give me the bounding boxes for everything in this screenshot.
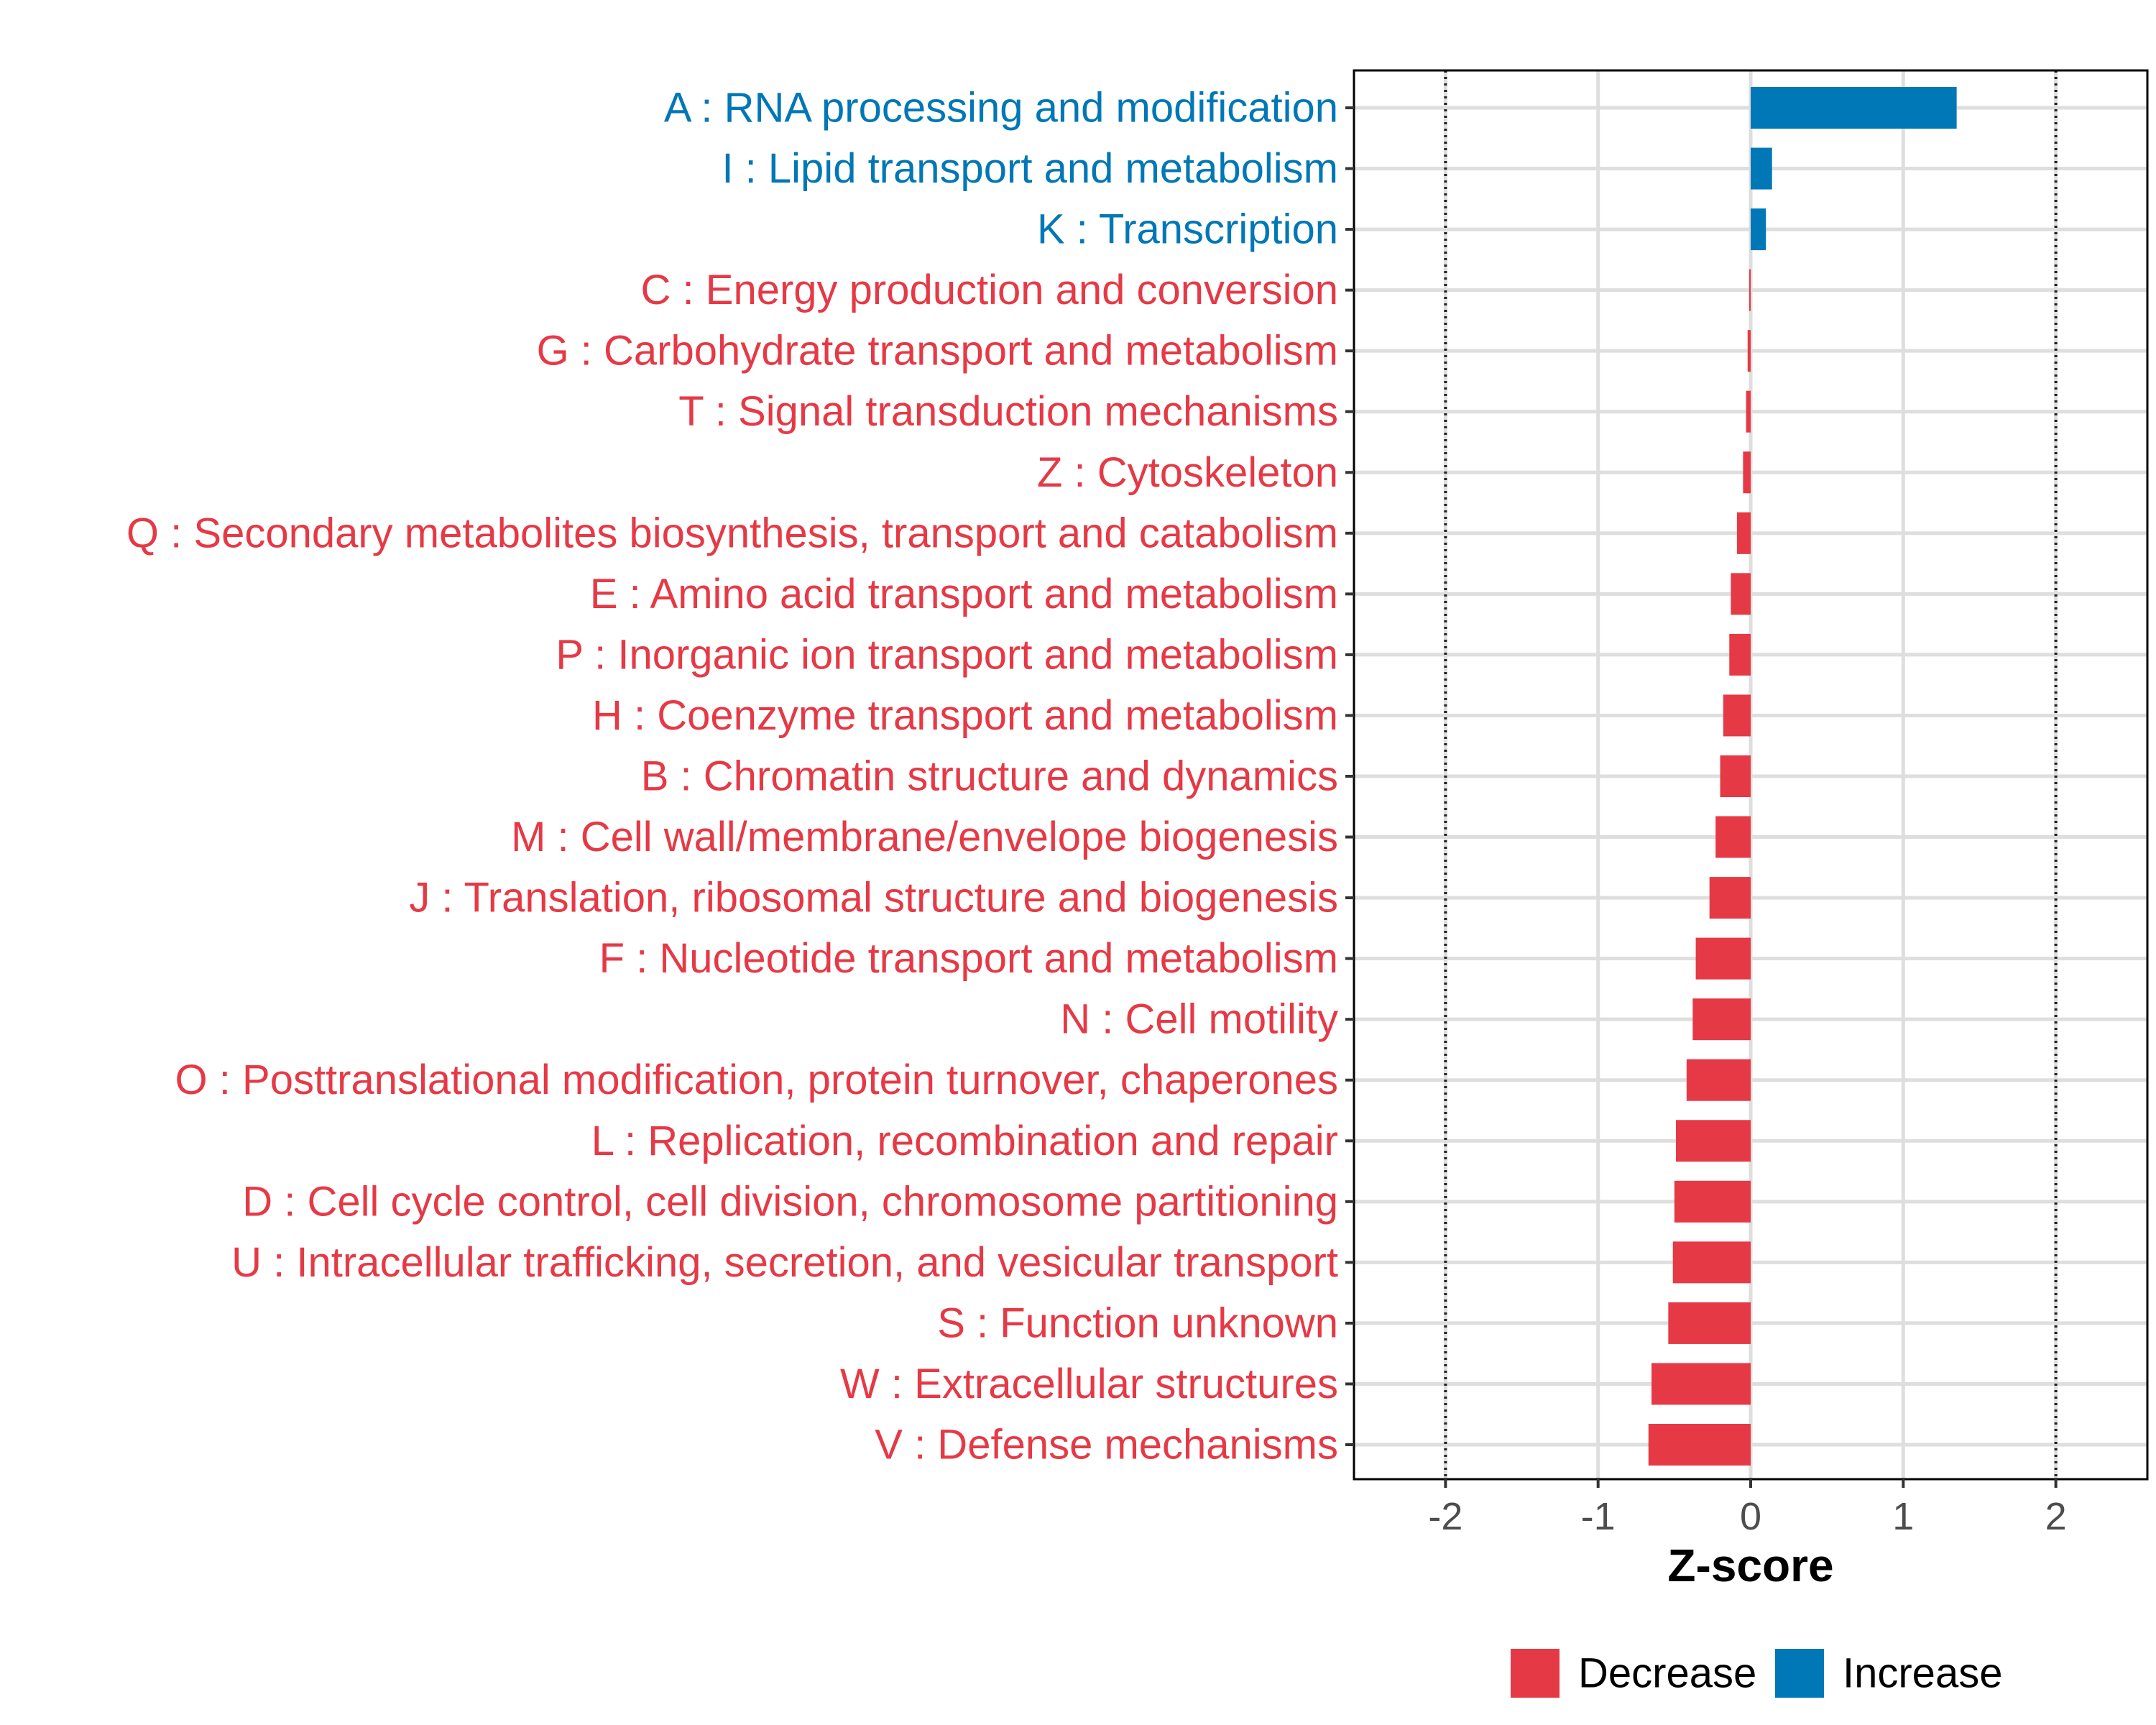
category-label: T : Signal transduction mechanisms <box>678 388 1338 435</box>
legend: Decrease Increase <box>1511 1649 2002 1698</box>
bar <box>1747 330 1751 372</box>
legend-label: Decrease <box>1578 1650 1756 1697</box>
category-label: L : Replication, recombination and repai… <box>591 1118 1338 1164</box>
x-tick-label: -1 <box>1581 1495 1616 1538</box>
bar <box>1651 1363 1751 1405</box>
x-tick-label: 0 <box>1740 1495 1761 1538</box>
category-label: M : Cell wall/membrane/envelope biogenes… <box>511 814 1338 860</box>
category-labels: A : RNA processing and modification I : L… <box>126 85 1338 1468</box>
category-label: B : Chromatin structure and dynamics <box>641 753 1338 800</box>
bar <box>1668 1302 1751 1344</box>
reference-lines <box>1444 70 2058 1479</box>
category-label: I : Lipid transport and metabolism <box>722 145 1338 192</box>
bar <box>1736 512 1751 554</box>
category-label: Q : Secondary metabolites biosynthesis, … <box>126 510 1338 556</box>
bar <box>1749 269 1751 311</box>
y-axis-ticks <box>1345 106 1354 1446</box>
bar <box>1715 816 1751 858</box>
category-label: D : Cell cycle control, cell division, c… <box>242 1178 1338 1225</box>
category-label: C : Energy production and conversion <box>641 267 1338 313</box>
category-label: G : Carbohydrate transport and metabolis… <box>537 328 1338 374</box>
category-label: N : Cell motility <box>1060 996 1338 1043</box>
bars <box>1648 87 1957 1466</box>
category-label: S : Function unknown <box>937 1300 1338 1346</box>
bar <box>1674 1180 1751 1223</box>
legend-label: Increase <box>1843 1650 2002 1697</box>
legend-key <box>1775 1649 1824 1698</box>
category-label: J : Translation, ribosomal structure and… <box>409 875 1338 921</box>
bar <box>1675 1120 1751 1162</box>
bar <box>1720 755 1751 797</box>
bar <box>1723 694 1751 737</box>
bar <box>1751 208 1766 251</box>
bar <box>1731 573 1751 615</box>
category-label: K : Transcription <box>1037 206 1338 253</box>
bar <box>1746 390 1751 433</box>
category-label: U : Intracellular trafficking, secretion… <box>231 1239 1338 1286</box>
bar <box>1692 998 1751 1041</box>
bar <box>1709 877 1751 919</box>
category-label: A : RNA processing and modification <box>664 85 1338 132</box>
x-axis-title: Z-score <box>1667 1540 1833 1591</box>
bar <box>1751 147 1772 190</box>
x-tick-label: 2 <box>2045 1495 2067 1538</box>
legend-key <box>1511 1649 1560 1698</box>
category-label: O : Posttranslational modification, prot… <box>175 1057 1338 1103</box>
bar <box>1672 1241 1751 1284</box>
x-tick-label: 1 <box>1892 1495 1914 1538</box>
category-label: E : Amino acid transport and metabolism <box>590 571 1338 617</box>
category-label: P : Inorganic ion transport and metaboli… <box>556 631 1338 678</box>
bar <box>1751 87 1957 129</box>
category-label: V : Defense mechanisms <box>875 1422 1338 1468</box>
bar <box>1695 937 1751 980</box>
category-label: Z : Cytoskeleton <box>1037 449 1338 496</box>
x-axis-ticks: -2 -1 0 1 2 <box>1428 1479 2067 1538</box>
x-tick-label: -2 <box>1428 1495 1462 1538</box>
category-label: W : Extracellular structures <box>840 1361 1338 1407</box>
bar <box>1729 633 1751 676</box>
bar <box>1743 451 1751 494</box>
category-label: H : Coenzyme transport and metabolism <box>592 692 1338 739</box>
bar <box>1686 1059 1751 1101</box>
category-label: F : Nucleotide transport and metabolism <box>599 935 1338 982</box>
bar <box>1648 1424 1751 1466</box>
